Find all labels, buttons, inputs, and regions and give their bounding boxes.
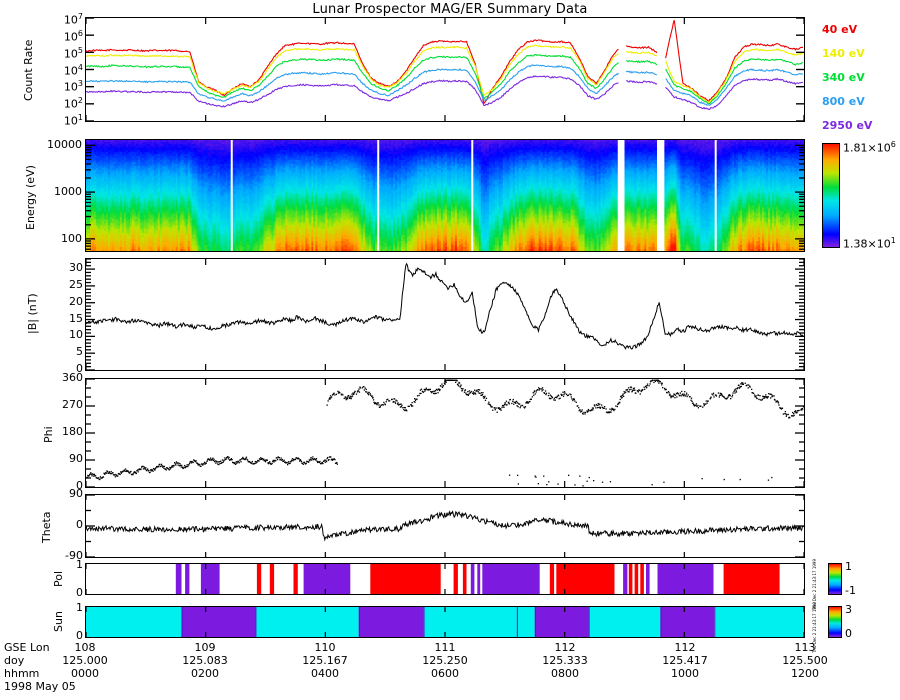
spectrogram-ytick-0: 10000 [26,138,82,151]
count-rate-ytick-6: 101 [33,113,83,128]
count-rate-plot [86,18,804,121]
theta-ytick-1: 0 [33,518,83,531]
footer-hhmm-1: 0200 [165,667,245,680]
b-ytick-6: 0 [33,362,83,375]
pol-colorbar-max: 1 [845,560,852,573]
panel-energy-spectrogram [85,139,805,252]
panel-b-magnitude [85,258,805,371]
phi-plot [86,379,804,487]
sun-ytick-1: 0 [33,629,83,642]
sun-colorbar-max: 3 [845,603,852,616]
pol-ytick-1: 0 [33,586,83,599]
phi-ytick-3: 90 [33,452,83,465]
footer-doy-4: 125.333 [525,654,605,667]
footer-gse-lon-0: 108 [45,641,125,654]
count-rate-ytick-4: 103 [33,79,83,94]
panel-count-rate [85,17,805,122]
sun-colorbar [828,606,842,638]
legend-item-0: 40 eV [822,23,857,36]
footer-hhmm-3: 0600 [405,667,485,680]
sun-bar [86,607,804,637]
footer-hhmm-0: 0000 [45,667,125,680]
footer-gse-lon-5: 112 [645,641,725,654]
pol-ytick-0: 1 [33,558,83,571]
b-ytick-4: 10 [33,328,83,341]
panel-theta [85,494,805,558]
footer-doy-2: 125.167 [285,654,365,667]
sun-ytick-0: 1 [33,601,83,614]
footer-date: 1998 May 05 [4,680,76,693]
figure-title: Lunar Prospector MAG/ER Summary Data [0,2,900,17]
count-rate-ytick-2: 105 [33,46,83,61]
footer-gse-lon-3: 111 [405,641,485,654]
footer-gse-lon-4: 112 [525,641,605,654]
pol-colorbar [828,563,842,595]
panel-sun [85,606,805,638]
pol-bar [86,564,804,594]
b-magnitude-plot [86,259,804,370]
panel-phi [85,378,805,488]
footer-label-hhmm: hhmm [4,667,39,680]
legend-item-1: 140 eV [822,47,865,60]
spectrogram-ytick-1: 1000 [26,185,82,198]
theta-ytick-2: -90 [33,549,83,562]
count-rate-ytick-5: 102 [33,96,83,111]
phi-ytick-2: 180 [33,425,83,438]
footer-hhmm-2: 0400 [285,667,365,680]
footer-gse-lon-1: 109 [165,641,245,654]
spectrogram-image [86,140,804,251]
footer-hhmm-5: 1000 [645,667,725,680]
count-rate-ytick-0: 107 [33,12,83,27]
phi-ytick-1: 270 [33,398,83,411]
pol-colorbar-min: -1 [845,584,856,597]
footer-doy-6: 125.500 [765,654,845,667]
count-rate-ytick-1: 106 [33,29,83,44]
footer-doy-3: 125.250 [405,654,485,667]
spectrogram-colorbar [822,143,840,248]
theta-ytick-0: 90 [33,487,83,500]
footer-doy-1: 125.083 [165,654,245,667]
b-ytick-0: 30 [33,261,83,274]
b-ytick-3: 15 [33,312,83,325]
legend-item-2: 340 eV [822,71,865,84]
b-ytick-2: 20 [33,295,83,308]
spectrogram-ytick-2: 100 [26,232,82,245]
footer-label-gse-lon: GSE Lon [4,641,50,654]
panel-pol [85,563,805,595]
theta-plot [86,495,804,557]
phi-ytick-0: 360 [33,371,83,384]
footer-hhmm-6: 1200 [765,667,845,680]
legend-item-4: 2950 eV [822,119,872,132]
footer-doy-5: 125.417 [645,654,725,667]
b-ytick-1: 25 [33,278,83,291]
footer-hhmm-4: 0800 [525,667,605,680]
b-ytick-5: 5 [33,345,83,358]
legend-item-3: 800 eV [822,95,865,108]
colorbar-max-label: 1.81×106 [843,140,896,155]
footer-doy-0: 125.000 [45,654,125,667]
sun-colorbar-min: 0 [845,627,852,640]
footer-gse-lon-2: 110 [285,641,365,654]
colorbar-min-label: 1.38×101 [843,236,896,251]
phi-ytick-4: 0 [33,479,83,492]
count-rate-ytick-3: 104 [33,63,83,78]
footer-gse-lon-6: 113 [765,641,845,654]
footer-label-doy: doy [4,654,24,667]
